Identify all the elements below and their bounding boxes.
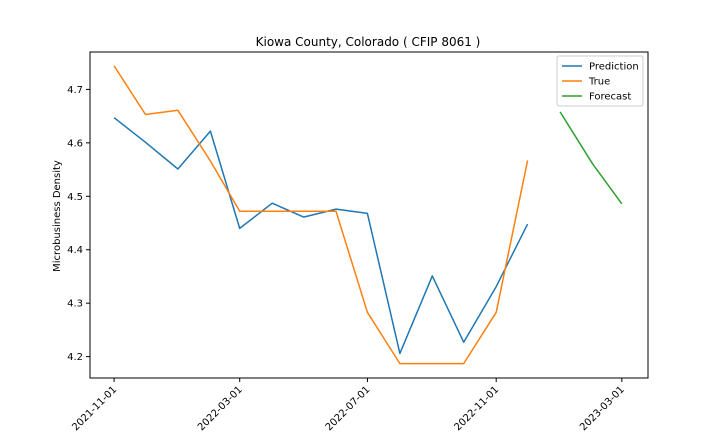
y-tick-label: 4.2 bbox=[67, 352, 83, 363]
y-tick-label: 4.7 bbox=[67, 85, 83, 96]
y-tick-label: 4.3 bbox=[67, 299, 83, 310]
chart-title: Kiowa County, Colorado ( CFIP 8061 ) bbox=[256, 35, 481, 49]
series-line-true bbox=[113, 65, 529, 365]
series-line-forecast bbox=[559, 111, 623, 205]
y-axis-label: Microbusiness Density bbox=[52, 160, 63, 272]
y-tick-label: 4.6 bbox=[67, 138, 83, 149]
legend-label-prediction: Prediction bbox=[589, 62, 639, 73]
legend-label-forecast: Forecast bbox=[589, 92, 631, 103]
y-tick-label: 4.4 bbox=[67, 245, 83, 256]
legend-label-true: True bbox=[588, 77, 610, 88]
legend: Prediction True Forecast bbox=[556, 55, 644, 107]
series-line-prediction bbox=[113, 117, 529, 355]
legend-box bbox=[556, 55, 644, 107]
plot-frame bbox=[89, 51, 649, 379]
y-tick-label: 4.5 bbox=[67, 192, 83, 203]
